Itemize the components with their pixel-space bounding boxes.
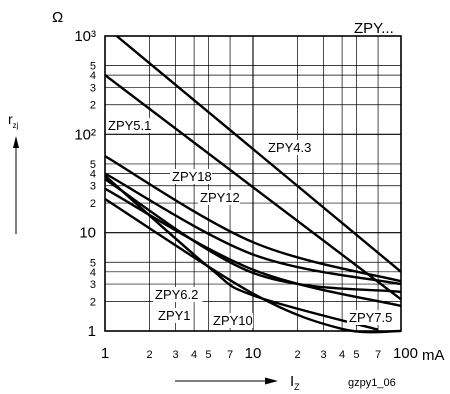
series-label: ZPY1: [158, 308, 191, 323]
y-tick-label: 2: [90, 198, 96, 210]
y-tick-label: 5: [90, 257, 96, 269]
x-axis-arrow-head: [265, 377, 278, 385]
x-tick-label: 7: [227, 349, 233, 361]
x-tick-label: 4: [191, 349, 197, 361]
x-tick-label: 5: [205, 349, 211, 361]
y-tick-label: 5: [90, 159, 96, 171]
x-tick-label: 100: [393, 345, 418, 362]
x-tick-label: 3: [173, 349, 179, 361]
series-line-zpy10: [104, 187, 402, 308]
x-tick-label: 4: [339, 349, 345, 361]
y-tick-label: 1: [88, 323, 96, 340]
y-axis-arrow-head: [13, 136, 19, 148]
x-unit: mA: [422, 347, 445, 364]
x-tick-label: 2: [146, 349, 152, 361]
series-line-zpy12: [104, 172, 402, 286]
series-label: ZPY10: [213, 313, 253, 328]
series-line-zpy7-5: [104, 197, 402, 334]
y-tick-label: 3: [90, 279, 96, 291]
series-label-bg: [347, 310, 397, 325]
series-label: ZPY6.2: [155, 287, 198, 302]
series-label: ZPY12: [200, 190, 240, 205]
series-label-bg: [211, 313, 253, 328]
x-axis-label-main: I: [290, 373, 294, 390]
y-tick-label: 2: [90, 100, 96, 112]
y-tick-label: 10³: [74, 28, 96, 45]
y-axis-label: rzj: [8, 111, 19, 130]
series-label: ZPY5.1: [108, 118, 151, 133]
y-axis-label-sub: zj: [13, 121, 19, 130]
y-tick-label: 5: [90, 61, 96, 73]
figure-id: gzpy1_06: [348, 377, 396, 389]
x-tick-label: 7: [375, 349, 381, 361]
y-tick-label: 10²: [74, 126, 96, 143]
x-tick-label: 10: [245, 345, 262, 362]
y-tick-label: 2: [90, 296, 96, 308]
x-tick-label: 5: [353, 349, 359, 361]
x-tick-label: 1: [101, 345, 109, 362]
y-tick-label: 4: [90, 267, 96, 279]
series-label-bg: [156, 308, 191, 323]
series-line-zpy4-3: [115, 35, 402, 273]
series-label: ZPY4.3: [268, 140, 311, 155]
series-label: ZPY18: [172, 169, 212, 184]
x-tick-label: 3: [321, 349, 327, 361]
x-axis-label-sub: Z: [294, 382, 300, 392]
series-label: ZPY7.5: [349, 310, 392, 325]
y-tick-label: 3: [90, 82, 96, 94]
y-tick-label: 3: [90, 181, 96, 193]
series-line-zpy5-1: [104, 74, 402, 301]
x-axis-label: IZ: [290, 373, 300, 392]
series-label-bg: [198, 190, 240, 205]
x-tick-label: 2: [294, 349, 300, 361]
series-label-bg: [170, 169, 212, 184]
series-label-bg: [106, 118, 156, 133]
series-line-zpy18: [104, 155, 402, 283]
chart-title: ZPY...: [354, 20, 394, 37]
series-group: [104, 35, 402, 334]
y-axis-label-main: r: [8, 111, 13, 127]
x-tick-labels: 1 2 3 4 5 7 10 2 3 4 5 7 100: [101, 345, 418, 362]
plot-frame: [104, 35, 402, 332]
y-tick-label: 4: [90, 168, 96, 180]
series-label-bg: [266, 140, 316, 155]
series-label-bg: [153, 287, 203, 302]
y-tick-label: 10: [79, 225, 96, 242]
series-labels: ZPY4.3 ZPY5.1 ZPY18 ZPY12 ZPY6.2 ZPY1 ZPY10 ZPY…: [106, 118, 397, 328]
series-line-zpy1: [104, 178, 402, 294]
y-tick-label: 4: [90, 70, 96, 82]
y-unit: Ω: [52, 9, 63, 26]
